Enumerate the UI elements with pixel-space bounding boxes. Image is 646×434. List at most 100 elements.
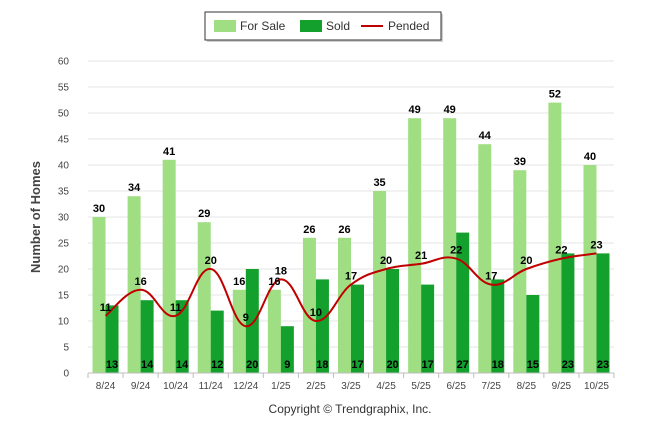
x-tick-label: 10/25 [584, 381, 609, 392]
label-for-sale: 26 [338, 224, 350, 236]
x-tick-label: 7/25 [482, 381, 502, 392]
bar-sold [210, 310, 224, 373]
y-tick-label: 60 [58, 57, 70, 68]
label-for-sale: 35 [373, 177, 385, 189]
label-for-sale: 16 [233, 276, 245, 288]
x-tick-label: 5/25 [411, 381, 431, 392]
copyright-credit: Copyright © Trendgraphix, Inc. [269, 402, 432, 416]
label-for-sale: 39 [514, 156, 526, 168]
label-sold: 17 [351, 359, 363, 371]
x-tick-label: 4/25 [376, 381, 396, 392]
bar-for-sale [302, 237, 316, 373]
label-pended: 9 [243, 312, 249, 324]
bar-for-sale [232, 289, 246, 373]
label-sold: 15 [527, 359, 539, 371]
legend-box [204, 11, 442, 41]
bar-sold [351, 284, 364, 373]
label-pended: 16 [134, 276, 146, 288]
bar-for-sale [162, 159, 176, 373]
y-axis-ticks: 0 5 10 15 20 25 30 35 40 45 50 55 60 [58, 57, 70, 380]
label-sold: 14 [141, 359, 154, 371]
bar-sold [280, 326, 294, 373]
label-for-sale: 29 [198, 208, 210, 220]
legend-label-pended: Pended [388, 19, 429, 33]
data-labels: 30 13 11 34 14 16 41 14 11 29 12 20 16 20 9 16 9 18 26 18 10… [93, 89, 609, 371]
pended-line-group [104, 252, 597, 328]
bar-sold [421, 284, 435, 373]
bar-sold [596, 253, 610, 373]
y-tick-label: 25 [58, 239, 70, 250]
bar-sold [456, 232, 470, 373]
y-tick-label: 5 [63, 343, 69, 354]
bar-sold [491, 279, 505, 373]
x-tick-label: 8/24 [96, 381, 116, 392]
label-sold: 23 [597, 359, 609, 371]
legend-swatch-sold [300, 20, 322, 32]
bar-for-sale [373, 191, 387, 373]
label-pended: 20 [520, 255, 532, 267]
label-sold: 9 [284, 359, 290, 371]
label-sold: 18 [316, 359, 328, 371]
legend-label-sold: Sold [326, 19, 350, 33]
label-pended: 21 [415, 250, 427, 262]
bar-sold [315, 279, 329, 373]
label-pended: 10 [310, 307, 322, 319]
legend-label-for-sale: For Sale [240, 19, 286, 33]
x-tick-label: 9/24 [131, 381, 151, 392]
bar-for-sale [443, 118, 457, 373]
x-tick-label: 10/24 [163, 381, 188, 392]
label-for-sale: 49 [444, 104, 456, 116]
bar-for-sale [478, 144, 492, 373]
label-sold: 20 [386, 359, 398, 371]
label-sold: 18 [492, 359, 504, 371]
label-pended: 22 [555, 245, 567, 257]
bar-sold [175, 300, 189, 373]
y-tick-label: 0 [63, 369, 69, 380]
y-tick-label: 50 [58, 109, 70, 120]
bar-sold [245, 269, 259, 373]
label-pended: 11 [100, 302, 112, 314]
label-sold: 14 [176, 359, 189, 371]
label-pended: 18 [275, 265, 287, 277]
x-tick-label: 12/24 [233, 381, 258, 392]
label-pended: 11 [170, 302, 182, 314]
x-tick-label: 11/24 [199, 381, 224, 392]
label-sold: 17 [422, 359, 434, 371]
label-for-sale: 44 [479, 130, 492, 142]
bar-sold [140, 300, 154, 373]
label-pended: 20 [380, 255, 392, 267]
x-tick-label: 9/25 [552, 381, 572, 392]
label-pended: 22 [450, 245, 462, 257]
y-tick-label: 15 [58, 291, 70, 302]
x-tick-label: 2/25 [306, 381, 326, 392]
x-tick-label: 1/25 [271, 381, 291, 392]
y-tick-label: 20 [58, 265, 70, 276]
label-pended: 20 [205, 255, 217, 267]
bar-sold [561, 253, 575, 373]
legend-swatch-for-sale [214, 20, 236, 32]
bar-for-sale [267, 289, 281, 373]
x-tick-label: 6/25 [446, 381, 466, 392]
label-sold: 27 [457, 359, 469, 371]
x-tick-label: 8/25 [517, 381, 537, 392]
bar-for-sale [197, 222, 211, 373]
y-tick-label: 40 [58, 161, 70, 172]
y-tick-label: 30 [58, 213, 70, 224]
bar-for-sale [408, 118, 422, 373]
bar-for-sale [338, 237, 351, 373]
label-sold: 20 [246, 359, 258, 371]
label-pended: 23 [590, 239, 602, 251]
bar-for-sale [548, 102, 562, 373]
label-sold: 12 [211, 359, 223, 371]
label-sold: 13 [106, 359, 118, 371]
legend: For Sale Sold Pended [204, 11, 443, 42]
bars [92, 102, 610, 373]
y-tick-label: 45 [58, 135, 70, 146]
label-for-sale: 40 [584, 151, 596, 163]
pended-line [104, 252, 597, 328]
y-axis-title: Number of Homes [28, 161, 43, 273]
label-sold: 23 [562, 359, 574, 371]
label-for-sale: 34 [128, 182, 141, 194]
label-pended: 17 [345, 271, 357, 283]
y-tick-label: 35 [58, 187, 70, 198]
